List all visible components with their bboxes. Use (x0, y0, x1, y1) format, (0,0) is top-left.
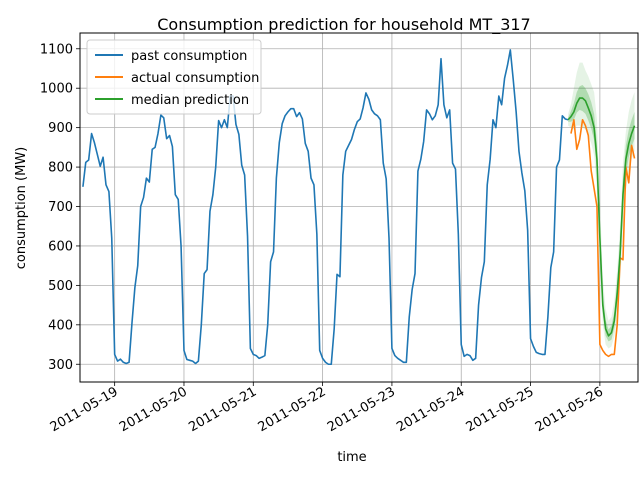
series-line-actual-consumption (570, 118, 636, 358)
x-tick-label-2011-05-22: 2011-05-22 (256, 384, 329, 435)
x-tick-label-2011-05-23: 2011-05-23 (325, 384, 398, 435)
x-tick-label-2011-05-19: 2011-05-19 (48, 384, 121, 435)
series-line-median-prediction (567, 97, 636, 337)
series-line-past-consumption (82, 49, 569, 366)
legend-box (86, 39, 262, 115)
y-tick-label-600: 600 (48, 239, 73, 254)
y-tick-label-800: 800 (48, 161, 73, 176)
y-tick-label-900: 900 (48, 121, 73, 136)
y-tick-label-400: 400 (48, 318, 73, 333)
y-axis-label: consumption (MW) (14, 147, 29, 270)
x-axis-ticks: 2011-05-192011-05-202011-05-212011-05-22… (48, 382, 606, 435)
x-tick-label-2011-05-25: 2011-05-25 (464, 384, 537, 435)
series-lines (82, 49, 636, 366)
plot-frame (79, 32, 639, 383)
legend-label-actual-consumption: actual consumption (131, 71, 259, 86)
y-tick-label-500: 500 (48, 279, 73, 294)
x-tick-label-2011-05-26: 2011-05-26 (533, 384, 606, 435)
y-tick-label-1000: 1000 (40, 82, 73, 97)
legend: past consumption actual consumption medi… (86, 39, 262, 115)
legend-label-past-consumption: past consumption (131, 49, 247, 64)
x-tick-label-2011-05-21: 2011-05-21 (186, 384, 259, 435)
y-tick-label-1100: 1100 (40, 42, 73, 57)
x-tick-label-2011-05-24: 2011-05-24 (394, 384, 467, 435)
y-tick-label-700: 700 (48, 200, 73, 215)
chart-title: Consumption prediction for household MT_… (157, 15, 530, 35)
y-tick-label-300: 300 (48, 358, 73, 373)
x-axis-label: time (337, 450, 366, 465)
x-tick-label-2011-05-20: 2011-05-20 (117, 384, 190, 435)
y-axis-ticks: 300 400 500 600 700 800 900 1000 1100 (40, 42, 80, 373)
legend-label-median-prediction: median prediction (131, 93, 249, 108)
grid-lines (80, 33, 638, 382)
